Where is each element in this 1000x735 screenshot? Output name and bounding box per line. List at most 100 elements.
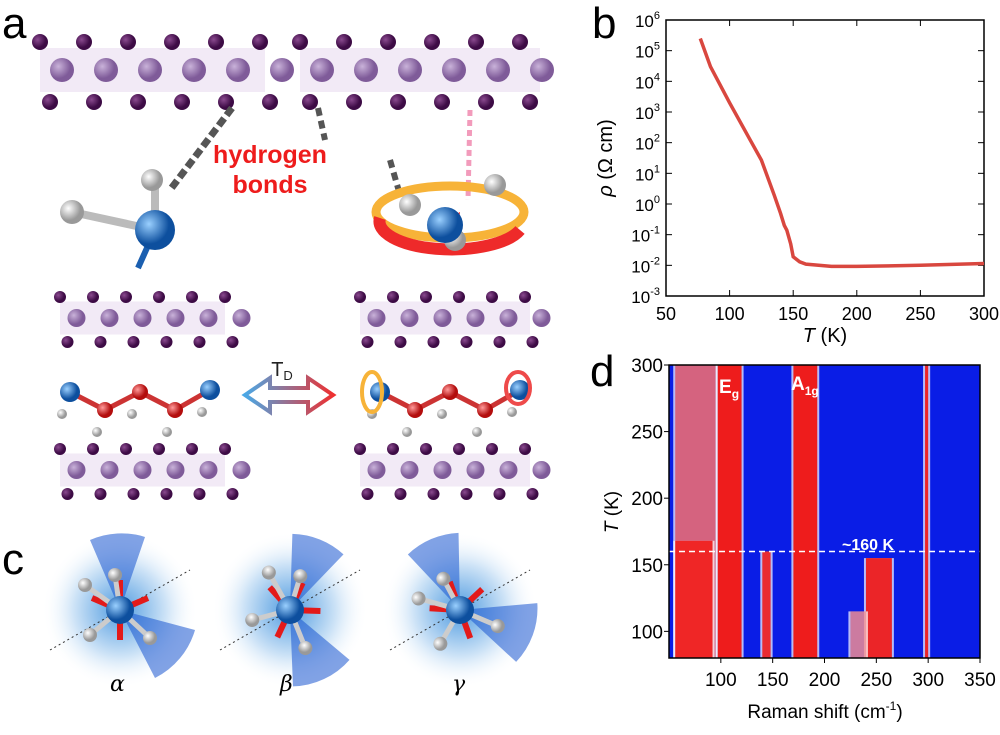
organic-cation-chains	[57, 370, 532, 437]
hydrogen-bonds-label: hydrogen bonds	[205, 140, 335, 200]
metal-atom	[532, 309, 551, 327]
x-tick-label: 350	[964, 670, 996, 691]
chalcogen-atom	[486, 443, 498, 455]
chalcogen-atom	[424, 34, 440, 50]
x-axis-label: Raman shift (cm-1)	[747, 699, 902, 723]
y-tick-label: 100	[631, 622, 663, 643]
hydrogen-atom	[261, 565, 276, 580]
hydrogen-bonds-line2: bonds	[232, 171, 308, 199]
metal-atom	[270, 58, 294, 82]
chalcogen-atom	[493, 488, 506, 500]
chalcogen-atom	[86, 94, 102, 110]
chalcogen-atom	[478, 94, 494, 110]
hydrogen-atom	[92, 427, 102, 437]
chalcogen-atom	[526, 488, 539, 500]
raman-band	[793, 365, 818, 658]
hydrogen-atom	[197, 407, 207, 417]
x-tick-label: 200	[842, 304, 872, 324]
chalcogen-atom	[54, 291, 66, 303]
nitrogen-atom	[106, 596, 134, 624]
metal-atom	[226, 58, 250, 82]
metal-atom	[310, 58, 334, 82]
resistivity-chart: 50 100 150 200 250 300 10-3 10-2 10-1 100 101 102 10…	[595, 10, 999, 347]
hydrogen-atom	[83, 628, 97, 642]
chalcogen-atom	[434, 94, 450, 110]
eg-mode-label: Eg	[719, 377, 739, 401]
metal-atom	[532, 461, 551, 479]
panel-c-orientations	[42, 532, 538, 688]
y-tick-label: 101	[635, 163, 660, 184]
chalcogen-atom	[153, 443, 165, 455]
hydrogen-atom	[437, 409, 447, 419]
raman-band	[762, 551, 771, 658]
hydrogen-atom	[293, 569, 308, 584]
chalcogen-atom	[174, 94, 190, 110]
chalcogen-atom	[252, 34, 268, 50]
nitrogen-atom	[200, 380, 220, 400]
chalcogen-atom	[420, 443, 432, 455]
metal-atom	[400, 309, 419, 327]
orientation-label-beta: β	[280, 672, 293, 697]
chalcogen-atom	[153, 291, 165, 303]
chalcogen-atom	[336, 34, 352, 50]
chalcogen-atom	[130, 94, 146, 110]
raman-band	[850, 611, 866, 658]
chalcogen-atom	[160, 336, 173, 348]
panel-label-b: b	[592, 0, 617, 48]
chalcogen-atom	[387, 291, 399, 303]
chalcogen-atom	[120, 443, 132, 455]
y-tick-label: 200	[631, 489, 663, 510]
panel-label-c: c	[2, 535, 24, 584]
x-tick-label: 150	[778, 304, 808, 324]
hydrogen-atom	[143, 631, 157, 645]
transition-label: TD	[271, 359, 293, 383]
chalcogen-atom	[226, 336, 239, 348]
chalcogen-atom	[54, 443, 66, 455]
chalcogen-atom	[361, 336, 374, 348]
carbon-atom	[167, 402, 183, 418]
chalcogen-atom	[512, 34, 528, 50]
metal-atom	[67, 309, 86, 327]
y-tick-label: 103	[635, 102, 660, 123]
chalcogen-atom	[127, 336, 140, 348]
metal-atom	[398, 58, 422, 82]
y-tick-label: 104	[635, 71, 660, 92]
chalcogen-atom	[394, 336, 407, 348]
chalcogen-atom	[522, 94, 538, 110]
y-tick-label: 150	[631, 556, 663, 577]
transition-temperature-label: ~160 K	[842, 537, 894, 554]
metal-atom	[199, 309, 218, 327]
orientation-wedge	[407, 532, 538, 662]
x-tick-label: 300	[912, 670, 944, 691]
chalcogen-atom	[486, 291, 498, 303]
metal-atom	[133, 461, 152, 479]
chalcogen-atom	[354, 443, 366, 455]
x-tick-label: 200	[809, 670, 841, 691]
chalcogen-atom	[493, 336, 506, 348]
y-axis-label: ρ (Ω cm)	[595, 119, 617, 198]
metal-atom	[530, 58, 554, 82]
metal-atom	[199, 461, 218, 479]
chalcogen-atom	[193, 336, 206, 348]
a1g-mode-label: A1g	[791, 374, 819, 398]
chalcogen-atom	[226, 488, 239, 500]
orientation-label-gamma: γ	[452, 672, 466, 697]
chalcogen-atom	[61, 336, 74, 348]
hydrogen-atom	[108, 568, 122, 582]
panel-label-d: d	[590, 347, 615, 396]
nitrogen-atom	[446, 596, 474, 624]
chalcogen-atom	[193, 488, 206, 500]
metal-atom	[442, 58, 466, 82]
y-tick-label: 300	[631, 356, 663, 377]
y-tick-label: 10-3	[631, 286, 660, 307]
carbon-atom	[132, 384, 148, 400]
x-tick-label: 250	[860, 670, 892, 691]
metal-atom	[166, 309, 185, 327]
hydrogen-atom	[436, 571, 451, 586]
chalcogen-atom	[519, 443, 531, 455]
metal-atom	[166, 461, 185, 479]
metal-atom	[466, 461, 485, 479]
y-tick-label: 106	[635, 10, 660, 31]
metal-atom	[367, 461, 386, 479]
metal-atom	[400, 461, 419, 479]
